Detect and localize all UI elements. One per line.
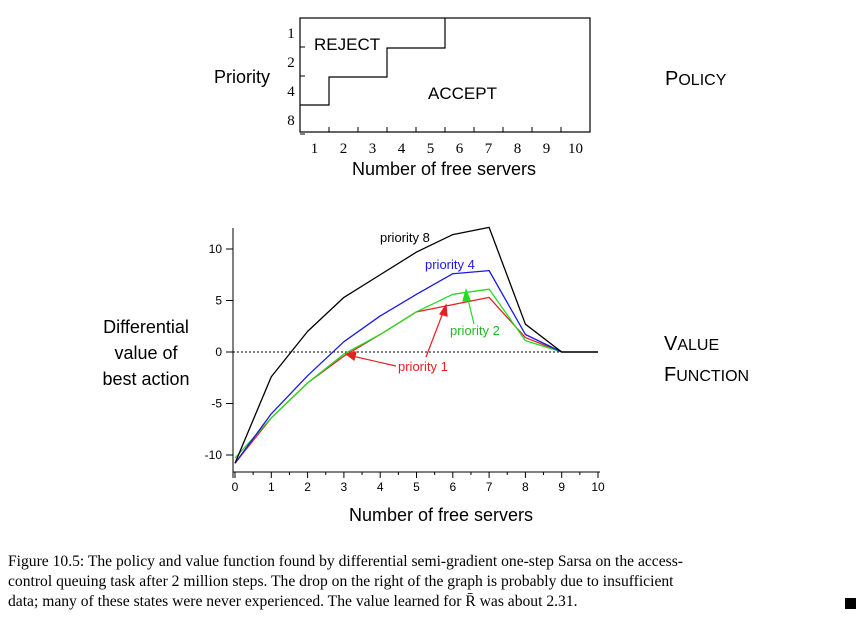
value-x-tick-label: 3 bbox=[341, 480, 348, 494]
series-label-priority-1: priority 1 bbox=[398, 359, 448, 374]
caption-line-3: data; many of these states were never ex… bbox=[8, 593, 578, 610]
policy-x-tick-label: 2 bbox=[340, 141, 348, 157]
end-of-proof-square bbox=[845, 598, 856, 609]
value-y-tick-label: -5 bbox=[211, 397, 222, 411]
policy-x-tick-label: 6 bbox=[456, 141, 464, 157]
figure-caption: Figure 10.5: The policy and value functi… bbox=[8, 552, 858, 612]
value-y-tick-label: 5 bbox=[215, 294, 222, 308]
policy-x-tick-label: 10 bbox=[568, 141, 583, 157]
value-ylabel-line-1: Differential bbox=[103, 317, 189, 337]
value-x-tick-label: 7 bbox=[486, 480, 493, 494]
series-line-priority-4 bbox=[234, 269, 598, 464]
value-side-label-line-2: FUNCTION bbox=[664, 364, 749, 386]
series-line-priority-8 bbox=[234, 226, 598, 464]
value-y-tick-label: 0 bbox=[215, 345, 222, 359]
value-x-tick-label: 9 bbox=[558, 480, 565, 494]
value-y-tick-label: 10 bbox=[209, 242, 223, 256]
series-line-priority-1 bbox=[234, 296, 598, 464]
region-label-accept: ACCEPT bbox=[428, 84, 497, 103]
policy-x-tick-label: 9 bbox=[543, 141, 551, 157]
policy-side-label: POLICY bbox=[665, 68, 727, 90]
policy-x-tick-label: 3 bbox=[369, 141, 377, 157]
value-x-tick-label: 4 bbox=[377, 480, 384, 494]
series-label-priority-2: priority 2 bbox=[450, 323, 500, 338]
policy-y-tick-label: 1 bbox=[287, 26, 295, 42]
policy-x-tick-label: 7 bbox=[485, 141, 493, 157]
policy-ylabel: Priority bbox=[214, 67, 270, 87]
policy-xlabel: Number of free servers bbox=[352, 159, 536, 179]
value-ylabel-line-3: best action bbox=[102, 369, 189, 389]
policy-y-tick-label: 4 bbox=[287, 84, 295, 100]
policy-x-tick-label: 1 bbox=[311, 141, 319, 157]
value-ylabel-line-2: value of bbox=[114, 343, 178, 363]
value-xlabel: Number of free servers bbox=[349, 505, 533, 525]
series-label-priority-8: priority 8 bbox=[380, 230, 430, 245]
value-chart: 10 5 0 -5 -10 0 1 2 3 4 5 6 7 8 9 10 priority 8 priori… bbox=[102, 226, 605, 525]
value-x-tick-label: 10 bbox=[591, 480, 605, 494]
caption-line-2: control queuing task after 2 million ste… bbox=[8, 573, 674, 590]
policy-x-tick-label: 8 bbox=[514, 141, 522, 157]
region-label-reject: REJECT bbox=[314, 35, 380, 54]
policy-y-tick-label: 2 bbox=[287, 55, 295, 71]
value-x-tick-label: 8 bbox=[522, 480, 529, 494]
value-side-label-line-1: VALUE bbox=[664, 333, 719, 355]
series-label-priority-4: priority 4 bbox=[425, 257, 475, 272]
policy-boundary-line bbox=[300, 18, 446, 106]
priority-1-arrows bbox=[344, 303, 448, 367]
value-x-tick-label: 5 bbox=[413, 480, 420, 494]
value-x-tick-label: 6 bbox=[449, 480, 456, 494]
value-x-tick-label: 2 bbox=[304, 480, 311, 494]
policy-x-tick-label: 4 bbox=[398, 141, 406, 157]
value-y-tick-label: -10 bbox=[205, 448, 223, 462]
policy-y-tick-label: 8 bbox=[287, 113, 295, 129]
priority-2-arrow bbox=[462, 288, 475, 325]
value-x-tick-label: 0 bbox=[232, 480, 239, 494]
caption-line-1: Figure 10.5: The policy and value functi… bbox=[8, 553, 683, 570]
policy-x-tick-label: 5 bbox=[427, 141, 435, 157]
series-line-priority-2 bbox=[234, 288, 598, 459]
value-x-tick-label: 1 bbox=[268, 480, 275, 494]
